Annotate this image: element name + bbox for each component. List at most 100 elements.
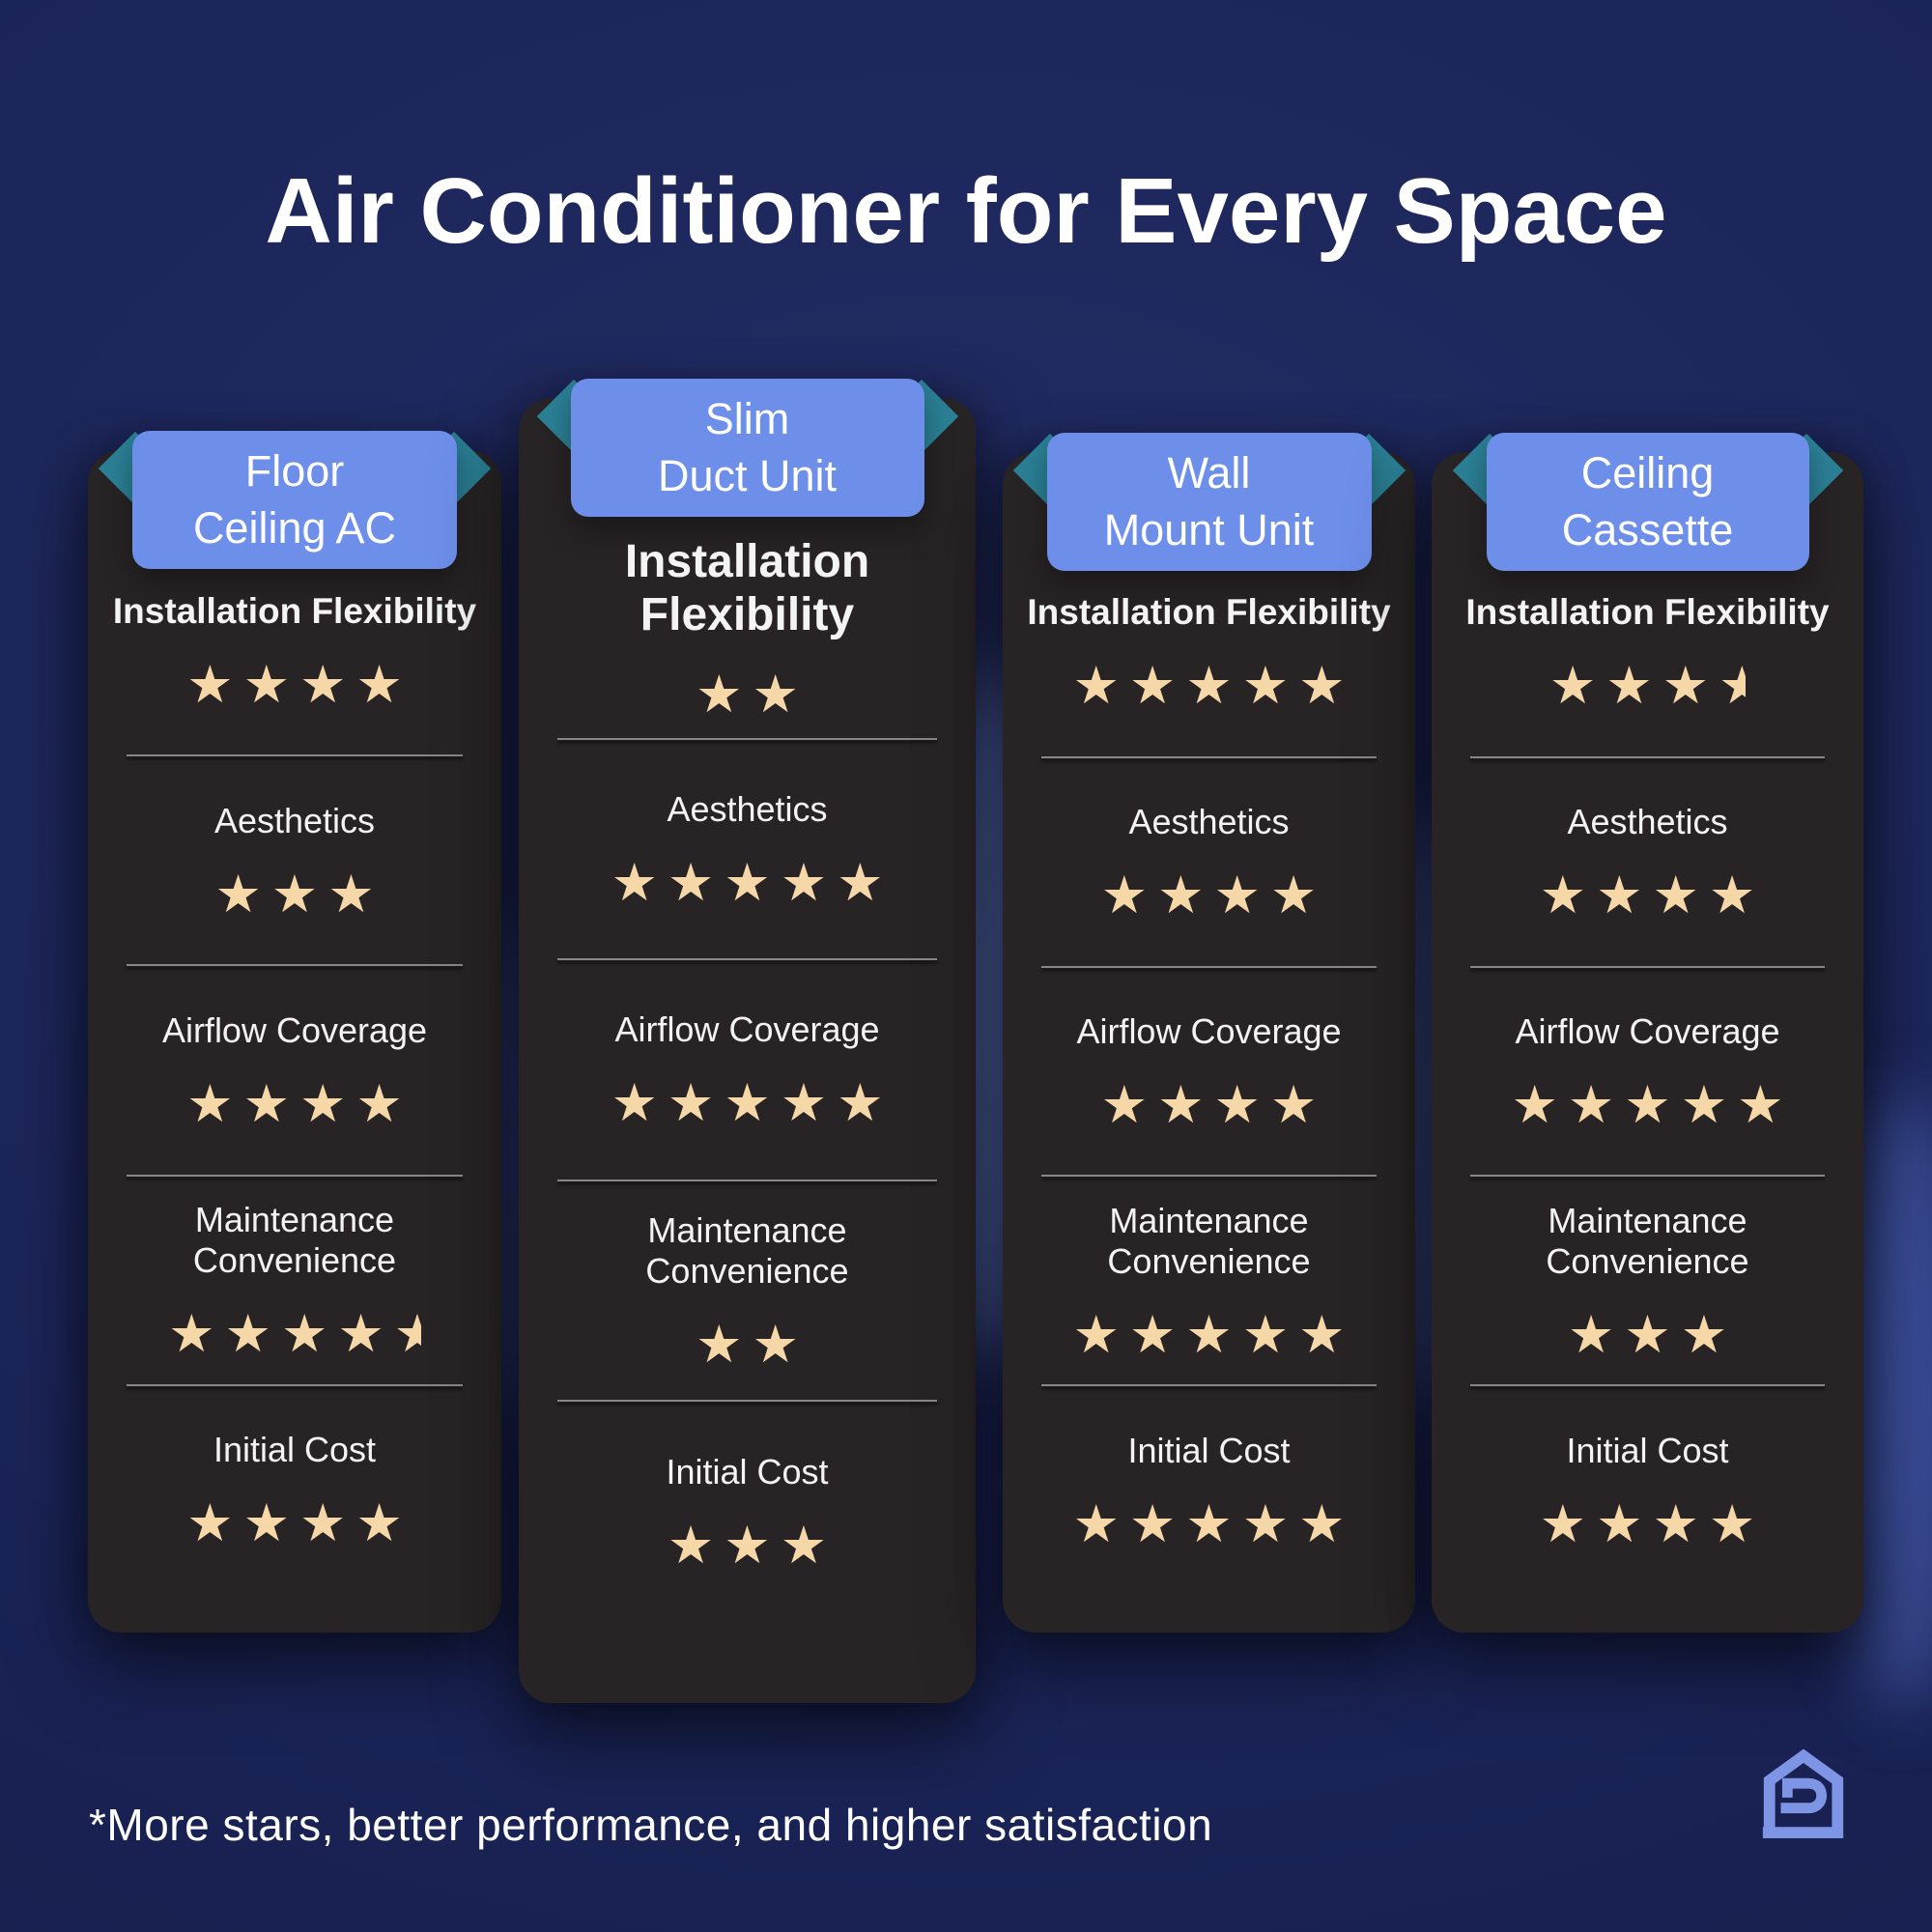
star-icon: ★ bbox=[1241, 657, 1290, 716]
card-body: Installation Flexibility ★ ★ Aesthetics ★… bbox=[519, 398, 976, 1703]
star-icon: ★ bbox=[355, 1494, 403, 1553]
star-rating: ★ ★ ★ bbox=[1568, 1309, 1727, 1361]
house-d-logo-icon bbox=[1756, 1737, 1851, 1849]
column-title-line: Ceiling AC bbox=[192, 502, 397, 553]
star-rating: ★ ★ ★ ★ ★ bbox=[168, 1308, 421, 1360]
star-icon: ★ bbox=[1213, 1075, 1261, 1134]
star-icon: ★ bbox=[1185, 1305, 1233, 1364]
star-rating: ★ ★ ★ ★ ★ bbox=[611, 857, 883, 909]
star-icon: ★ bbox=[1548, 657, 1597, 716]
star-icon: ★ bbox=[1241, 1494, 1290, 1553]
star-rating: ★ ★ ★ ★ ★ bbox=[1072, 660, 1345, 712]
card-slim-duct-unit: Slim Duct Unit Installation Flexibility … bbox=[519, 379, 976, 1703]
star-icon: ★ bbox=[724, 853, 771, 912]
star-icon: ★ bbox=[837, 853, 884, 912]
star-icon: ★ bbox=[837, 1074, 884, 1133]
star-icon: ★ bbox=[168, 1305, 215, 1364]
star-icon: ★ bbox=[1157, 867, 1205, 925]
half-star-icon: ★ bbox=[393, 1308, 421, 1361]
rating-section: Initial Cost ★ ★ ★ ★ ★ bbox=[1026, 1386, 1392, 1594]
category-label: Installation Flexibility bbox=[1027, 592, 1391, 633]
category-label: Initial Cost bbox=[666, 1451, 829, 1492]
star-icon: ★ bbox=[1680, 1305, 1728, 1364]
star-icon: ★ bbox=[1072, 1494, 1120, 1553]
category-label: Installation Flexibility bbox=[624, 536, 870, 641]
column-title-line: Mount Unit bbox=[1103, 504, 1315, 554]
category-label: Airflow Coverage bbox=[614, 1009, 880, 1050]
rating-section: Maintenance Convenience ★ ★ bbox=[542, 1181, 952, 1401]
category-label: Maintenance Convenience bbox=[1546, 1200, 1749, 1281]
column-header: Wall Mount Unit bbox=[1012, 433, 1406, 571]
star-icon: ★ bbox=[667, 853, 715, 912]
category-label: Aesthetics bbox=[1567, 802, 1728, 842]
card-body: Installation Flexibility ★ ★ ★ ★ ★ Aesthetic… bbox=[1003, 452, 1415, 1633]
star-rating: ★ ★ ★ ★ bbox=[1540, 1498, 1756, 1550]
star-icon: ★ bbox=[780, 1516, 828, 1575]
star-rating: ★ ★ ★ ★ bbox=[1101, 1079, 1318, 1131]
category-label: Maintenance Convenience bbox=[645, 1210, 849, 1292]
column-title-line: Slim bbox=[704, 394, 790, 443]
rating-section: Aesthetics ★ ★ ★ ★ bbox=[1455, 758, 1840, 966]
star-icon: ★ bbox=[1072, 1305, 1120, 1364]
star-icon: ★ bbox=[242, 655, 290, 714]
star-icon: ★ bbox=[1213, 867, 1261, 925]
rating-section: Aesthetics ★ ★ ★ bbox=[111, 756, 478, 964]
star-icon: ★ bbox=[1624, 1305, 1671, 1364]
section-divider bbox=[1041, 965, 1377, 968]
star-icon: ★ bbox=[1708, 867, 1756, 925]
star-icon: ★ bbox=[1128, 1494, 1177, 1553]
rating-section: Initial Cost ★ ★ ★ ★ bbox=[111, 1386, 478, 1594]
section-divider bbox=[557, 958, 937, 961]
star-icon: ★ bbox=[327, 865, 375, 923]
column-title-line: Floor bbox=[244, 446, 345, 496]
rating-section: Installation Flexibility ★ ★ ★ ★ ★ bbox=[1026, 549, 1392, 756]
section-divider bbox=[127, 1174, 463, 1177]
column-title: Ceiling Cassette bbox=[1486, 433, 1809, 571]
star-icon: ★ bbox=[1596, 1494, 1643, 1553]
star-rating: ★ ★ ★ ★ ★ bbox=[1072, 1498, 1345, 1550]
category-label: Maintenance Convenience bbox=[1107, 1200, 1311, 1281]
star-icon: ★ bbox=[224, 1305, 271, 1364]
rating-section: Maintenance Convenience ★ ★ ★ ★ ★ bbox=[111, 1177, 478, 1384]
star-icon: ★ bbox=[752, 1316, 799, 1375]
star-icon: ★ bbox=[1662, 657, 1710, 716]
star-icon: ★ bbox=[1157, 1075, 1205, 1134]
star-icon: ★ bbox=[214, 865, 262, 923]
category-label: Aesthetics bbox=[213, 800, 376, 840]
section-divider bbox=[1041, 1175, 1377, 1178]
category-label: Maintenance Convenience bbox=[192, 1200, 397, 1281]
section-divider bbox=[127, 964, 463, 967]
star-icon: ★ bbox=[611, 853, 658, 912]
star-icon: ★ bbox=[186, 1075, 234, 1133]
section-divider bbox=[557, 1179, 937, 1181]
star-icon: ★ bbox=[186, 655, 234, 714]
half-star-icon: ★ bbox=[1719, 660, 1747, 713]
rating-section: Aesthetics ★ ★ ★ ★ bbox=[1026, 758, 1392, 966]
star-icon: ★ bbox=[1652, 1494, 1699, 1553]
star-rating: ★ ★ ★ ★ ★ bbox=[1511, 1079, 1783, 1131]
star-icon: ★ bbox=[1100, 1075, 1149, 1134]
star-icon: ★ bbox=[1298, 1494, 1346, 1553]
star-icon: ★ bbox=[667, 1516, 715, 1575]
star-icon: ★ bbox=[299, 1494, 347, 1553]
column-header: Slim Duct Unit bbox=[536, 379, 958, 517]
category-label: Airflow Coverage bbox=[161, 1010, 428, 1050]
star-icon: ★ bbox=[1652, 867, 1699, 925]
star-rating: ★ ★ ★ ★ bbox=[1101, 869, 1318, 922]
page-title: Air Conditioner for Every Space bbox=[265, 159, 1667, 264]
column-header: Floor Ceiling AC bbox=[98, 431, 492, 569]
star-rating: ★ ★ bbox=[696, 668, 799, 721]
category-label: Initial Cost bbox=[213, 1430, 377, 1470]
rating-section: Airflow Coverage ★ ★ ★ ★ ★ bbox=[542, 960, 952, 1179]
star-rating: ★ ★ bbox=[696, 1319, 799, 1371]
column-header: Ceiling Cassette bbox=[1452, 433, 1843, 571]
category-label: Installation Flexibility bbox=[112, 590, 477, 631]
star-icon: ★ bbox=[1567, 1305, 1615, 1364]
star-icon: ★ bbox=[280, 1305, 328, 1364]
column-title-line: Duct Unit bbox=[657, 450, 838, 500]
rating-section: Maintenance Convenience ★ ★ ★ ★ ★ bbox=[1026, 1177, 1392, 1384]
star-icon: ★ bbox=[696, 666, 743, 724]
footnote-text: *More stars, better performance, and hig… bbox=[89, 1800, 1213, 1850]
section-divider bbox=[1470, 965, 1825, 968]
